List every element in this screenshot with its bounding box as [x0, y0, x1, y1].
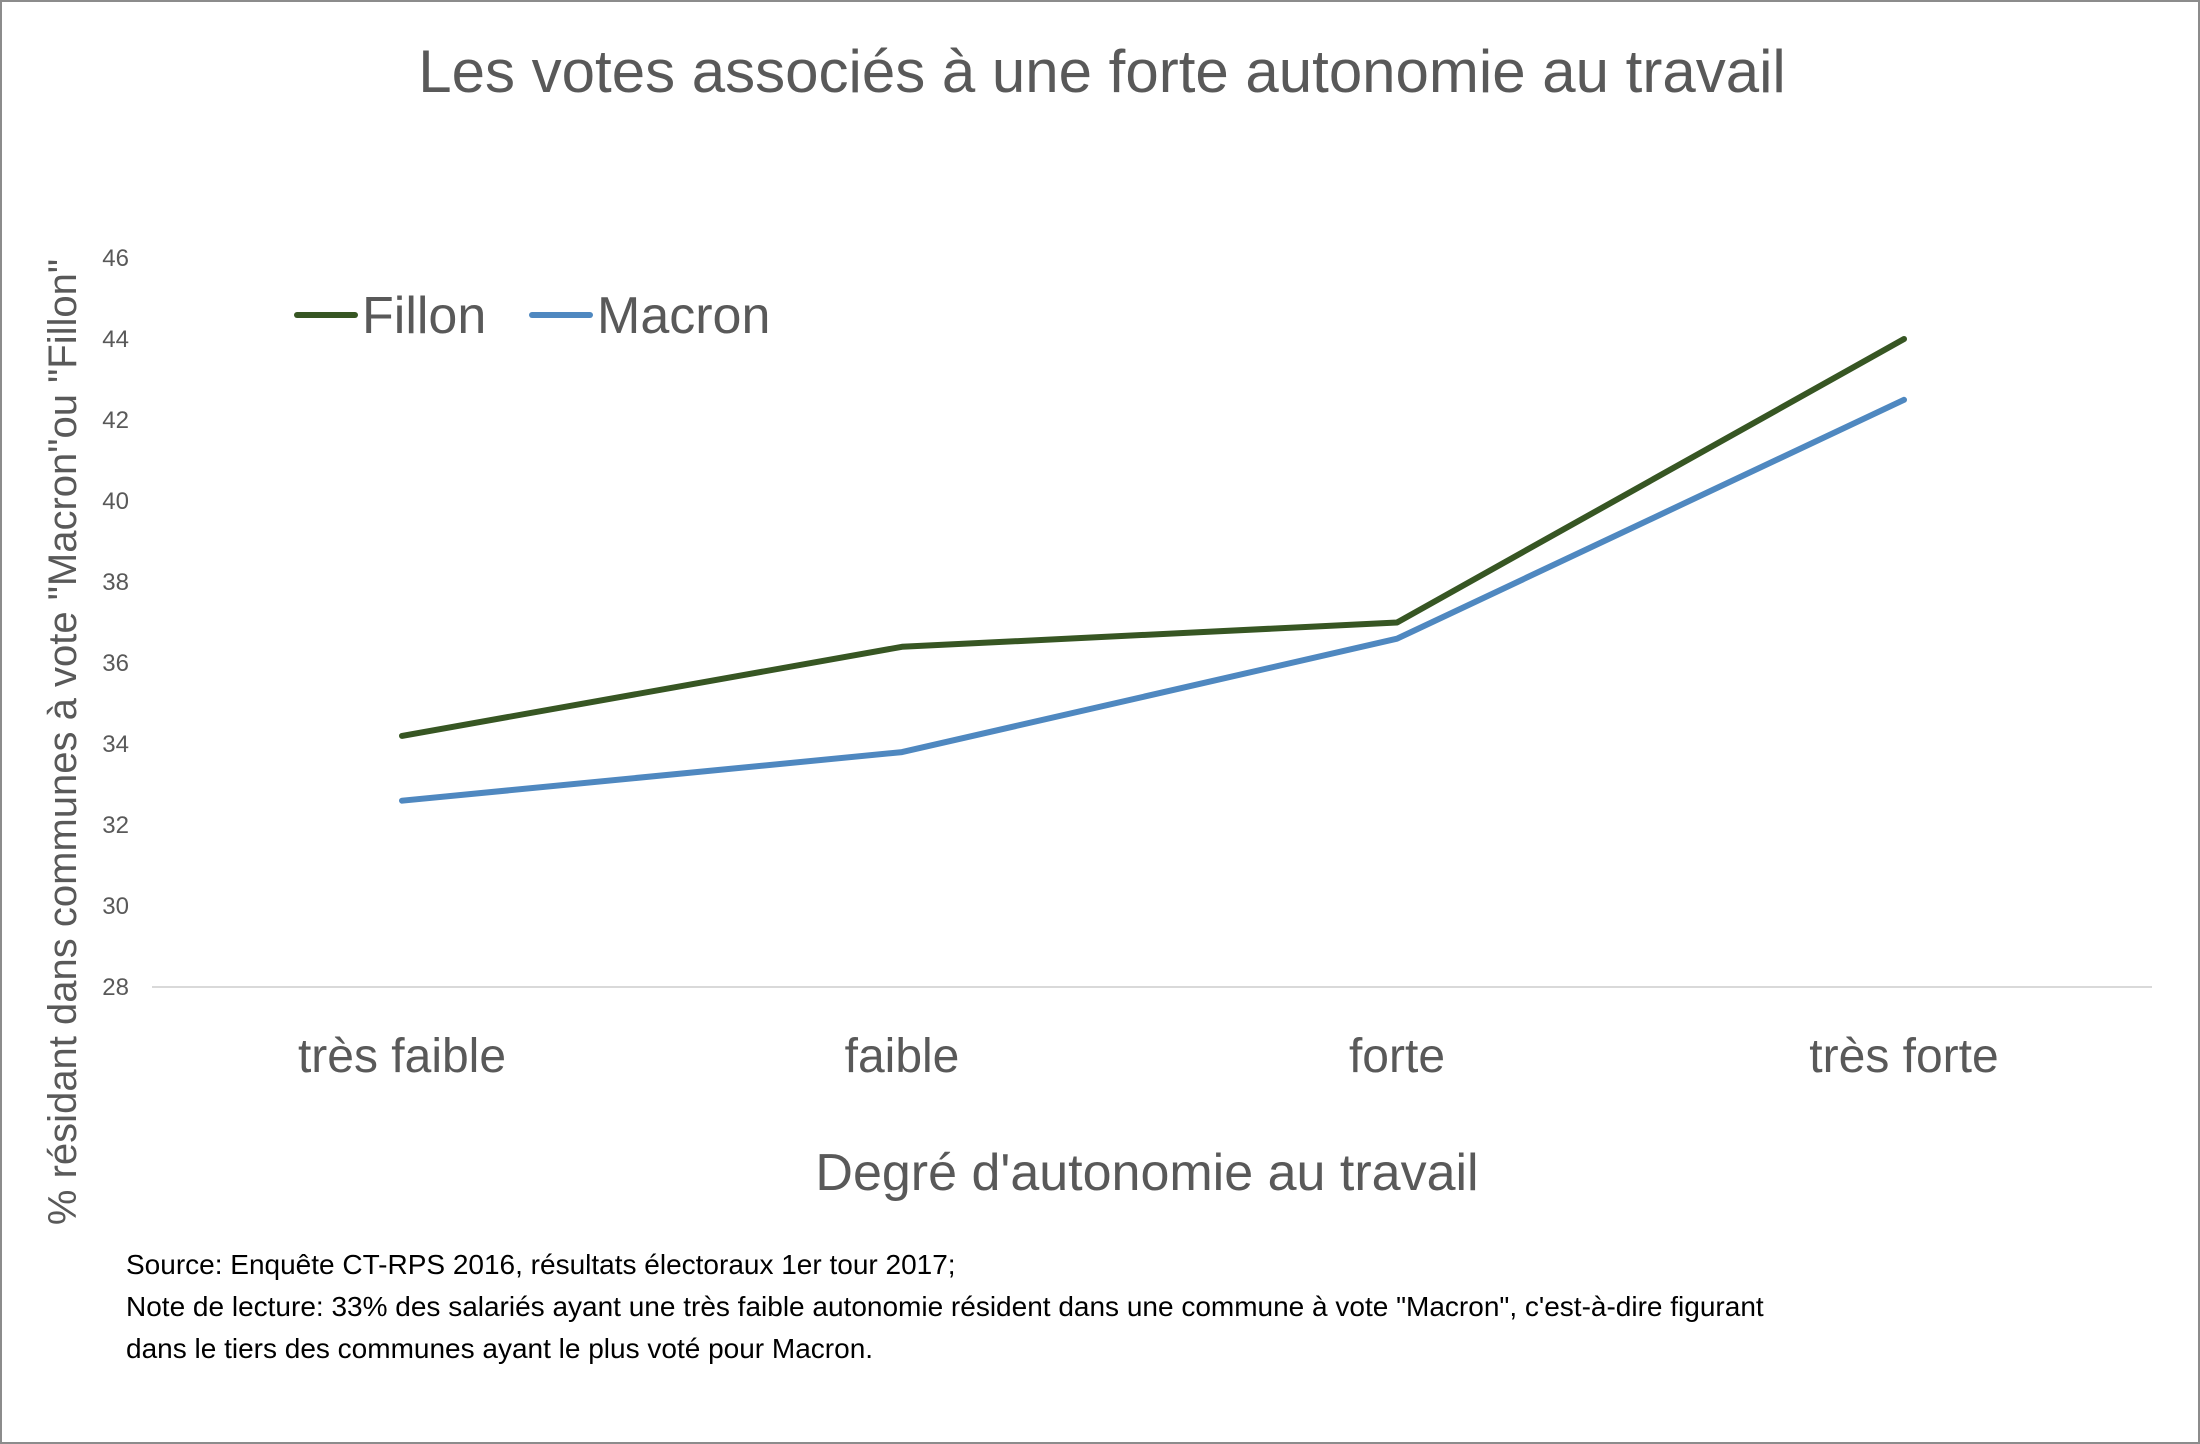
legend: Fillon Macron [294, 287, 770, 345]
chart-notes: Source: Enquête CT-RPS 2016, résultats é… [126, 1244, 2086, 1370]
legend-label-fillon: Fillon [362, 287, 486, 345]
reading-note-line-1: Note de lecture: 33% des salariés ayant … [126, 1291, 1764, 1322]
x-tick-label: très forte [1809, 1030, 1998, 1083]
reading-note-line-2: dans le tiers des communes ayant le plus… [126, 1333, 874, 1364]
series-line-macron [399, 396, 1907, 804]
y-tick-label: 34 [102, 731, 129, 758]
source-note: Source: Enquête CT-RPS 2016, résultats é… [126, 1249, 956, 1280]
y-axis-label: % résidant dans communes à vote "Macron"… [41, 259, 85, 1225]
y-tick-label: 38 [102, 569, 129, 596]
x-tick-label: faible [845, 1030, 960, 1083]
x-tick-label: forte [1349, 1030, 1445, 1083]
series-lines [399, 336, 1907, 804]
y-tick-label: 28 [102, 974, 129, 1001]
series-line-fillon [399, 336, 1907, 739]
y-tick-label: 40 [102, 488, 129, 515]
chart-title: Les votes associés à une forte autonomie… [418, 38, 1785, 105]
x-axis-label: Degré d'autonomie au travail [815, 1144, 1478, 1202]
y-tick-label: 30 [102, 893, 129, 920]
legend-label-macron: Macron [597, 287, 770, 345]
x-tick-label: très faible [298, 1030, 506, 1083]
y-tick-label: 44 [102, 326, 129, 353]
y-tick-label: 46 [102, 245, 129, 272]
x-axis-ticks: très faible faible forte très forte [298, 1030, 1999, 1083]
y-axis-ticks: 28 30 32 34 36 38 40 42 44 46 [102, 245, 129, 1001]
y-tick-label: 42 [102, 407, 129, 434]
y-tick-label: 36 [102, 650, 129, 677]
y-tick-label: 32 [102, 812, 129, 839]
